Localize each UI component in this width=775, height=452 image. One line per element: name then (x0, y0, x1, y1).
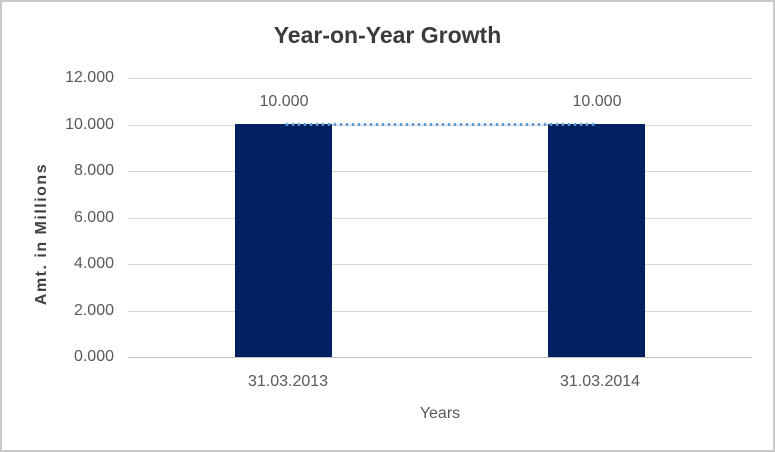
plot-area: 10.000 10.000 (128, 78, 752, 358)
y-tick-label: 6.000 (73, 208, 114, 226)
gridline-2000 (128, 310, 752, 312)
x-axis-line (128, 357, 752, 358)
y-tick-label: 0.000 (73, 348, 114, 365)
bar-31-03-2014 (548, 124, 645, 357)
y-tick-label: 4.000 (73, 255, 114, 272)
gridline-6000 (128, 217, 752, 219)
chart-title: Year-on-Year Growth (273, 22, 502, 48)
y-tick-label: 10.000 (65, 115, 114, 133)
y-tick-label: 8.000 (73, 162, 114, 179)
bar-31-03-2013 (235, 124, 332, 357)
gridline-12000 (128, 78, 752, 79)
data-label: 10.000 (259, 93, 309, 110)
y-axis-tick-labels: 12.000 10.000 8.000 6.000 4.000 2.000 0.… (2, 69, 114, 365)
y-tick-label: 2.000 (73, 301, 114, 319)
y-tick-label: 12.000 (65, 69, 114, 86)
x-tick-label: 31.03.2013 (247, 373, 329, 390)
x-axis-title: Years (419, 405, 461, 422)
gridline-8000 (128, 171, 752, 172)
data-label: 10.000 (572, 93, 622, 110)
x-tick-label: 31.03.2014 (559, 373, 641, 390)
gridline-4000 (128, 264, 752, 265)
trendline-dotted (284, 122, 597, 126)
